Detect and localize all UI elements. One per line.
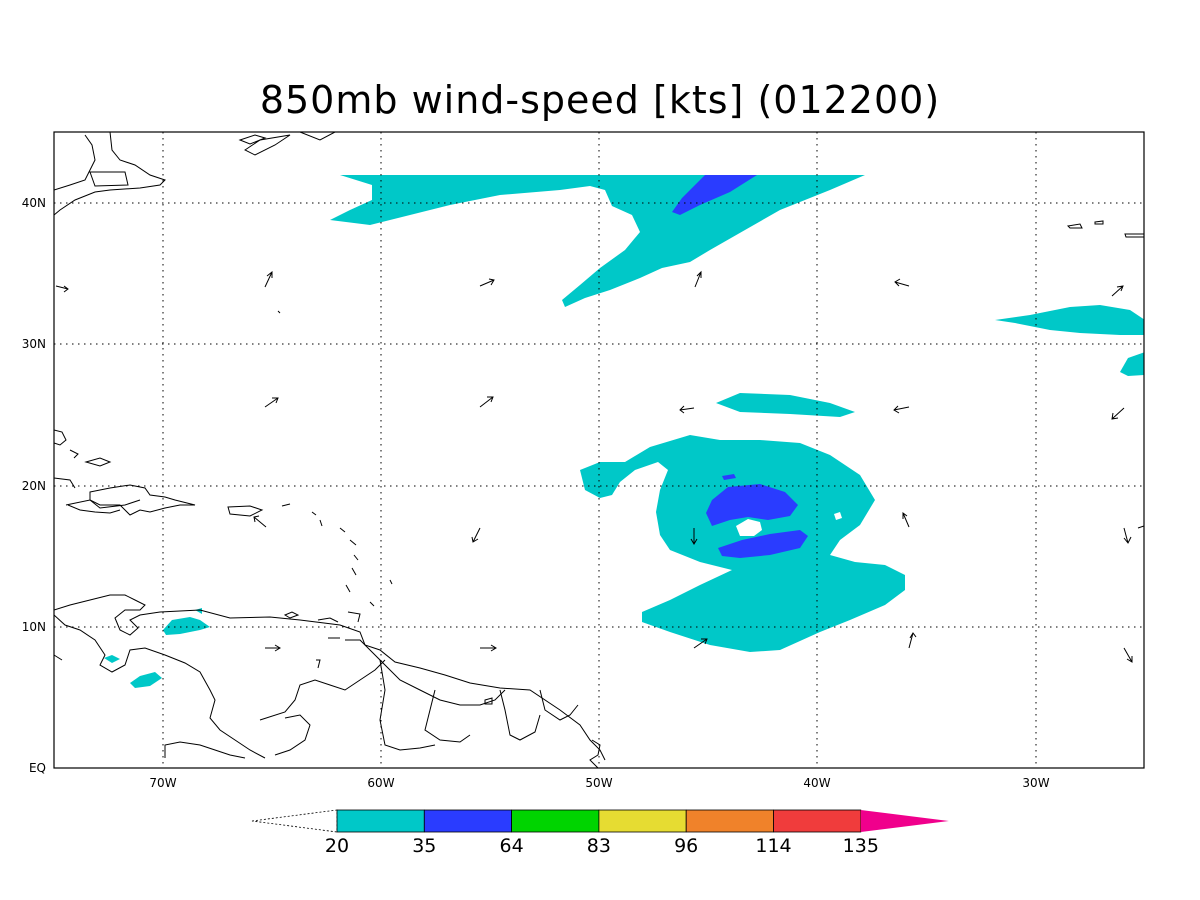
latitude-label: 20N	[22, 479, 46, 493]
colorbar-upper-triangle	[860, 810, 949, 832]
latitude-labels: EQ 10N 20N 30N 40N	[22, 196, 46, 775]
longitude-label: 50W	[585, 776, 612, 790]
longitude-label: 60W	[367, 776, 394, 790]
map-frame	[53, 131, 1145, 769]
contour-20kt-caribbean-2	[130, 672, 162, 688]
colorbar-swatch	[423, 809, 512, 833]
coastlines	[54, 132, 1144, 768]
colorbar-label: 20	[325, 835, 349, 857]
longitude-label: 40W	[803, 776, 830, 790]
colorbar-swatch	[685, 809, 774, 833]
cyclone-eye	[736, 519, 762, 536]
contour-20kt-east-blob	[1120, 352, 1144, 376]
colorbar-swatch	[773, 809, 862, 833]
latitude-label: 40N	[22, 196, 46, 210]
colorbar-swatch	[598, 809, 687, 833]
colorbar-lower-triangle	[251, 809, 338, 833]
cyclone-hole	[834, 512, 842, 520]
contour-35kt-cyclone-north	[706, 484, 798, 526]
contour-20kt-caribbean-3	[104, 655, 120, 663]
colorbar-swatch	[336, 809, 425, 833]
latitude-label: EQ	[29, 761, 46, 775]
latitude-label: 30N	[22, 337, 46, 351]
colorbar-label: 135	[843, 835, 879, 857]
colorbar-label: 35	[412, 835, 436, 857]
wind-vectors	[53, 270, 1145, 663]
longitude-label: 70W	[149, 776, 176, 790]
colorbar-label: 114	[755, 835, 791, 857]
colorbar: 20 35 64 83 96 114 135	[251, 809, 949, 857]
graticule	[54, 132, 1144, 768]
latitude-label: 10N	[22, 620, 46, 634]
contour-20kt-caribbean-4	[195, 608, 202, 614]
contour-35kt-cyclone-dot	[722, 474, 736, 480]
contour-20kt-caribbean-1	[163, 617, 210, 635]
longitude-labels: 70W 60W 50W 40W 30W	[149, 776, 1049, 790]
contour-20kt-east-band	[995, 305, 1144, 335]
contour-20kt-north-band	[330, 175, 865, 307]
contour-35kt-cyclone-south	[718, 530, 808, 558]
colorbar-label: 96	[674, 835, 698, 857]
contour-35kt-north-band	[672, 175, 757, 215]
wind-speed-contours	[104, 175, 1144, 688]
longitude-label: 30W	[1022, 776, 1049, 790]
colorbar-label: 83	[587, 835, 611, 857]
colorbar-swatch	[511, 809, 600, 833]
map-title: 850mb wind-speed [kts] (012200)	[259, 78, 941, 122]
contour-20kt-mid-north	[716, 393, 855, 417]
colorbar-label: 64	[500, 835, 524, 857]
